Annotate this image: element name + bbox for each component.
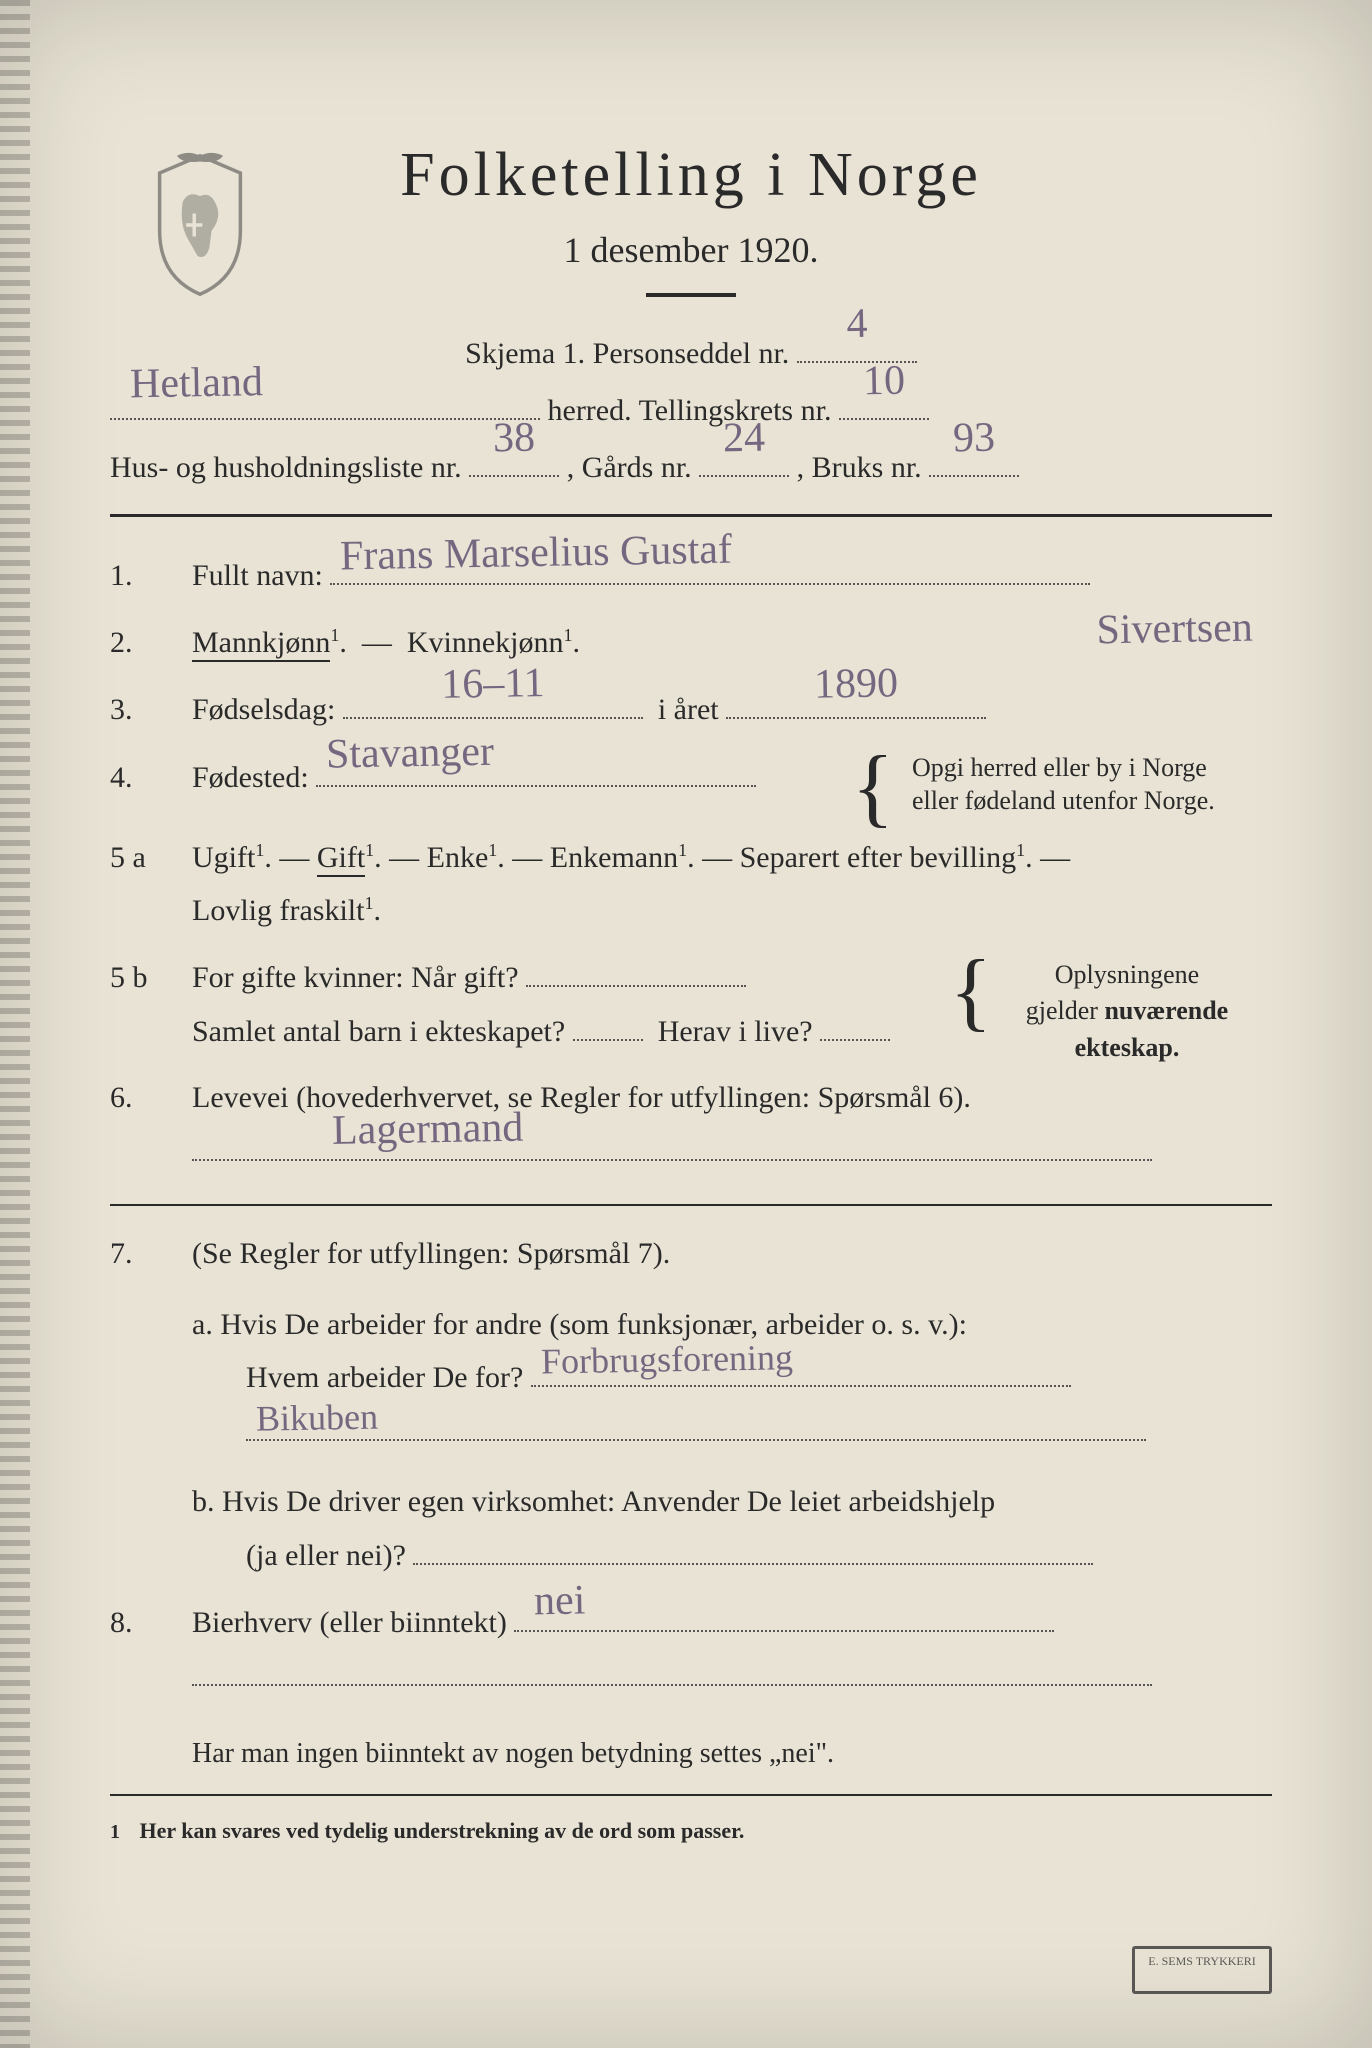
q4-note1: Opgi herred eller by i Norge [912, 751, 1272, 785]
q5a-num: 5 a [110, 841, 174, 875]
q4-value: Stavanger [316, 711, 757, 792]
q5b-row: 5 b For gifte kvinner: Når gift? Samlet … [110, 951, 1272, 1058]
coat-of-arms-icon [140, 150, 260, 300]
gards-label: , Gårds nr. [567, 451, 692, 484]
q3-year-field: 1890 [726, 683, 986, 719]
printer-stamp: E. SEMS TRYKKERI [1132, 1946, 1272, 1994]
bruks-value: 93 [928, 398, 1019, 479]
bottom-note: Har man ingen biinntekt av nogen betydni… [192, 1727, 1272, 1780]
q7a-field2: Bikuben [246, 1405, 1146, 1441]
q8-field2 [192, 1650, 1152, 1686]
q2-num: 2. [110, 626, 174, 660]
bruks-label: , Bruks nr. [797, 451, 922, 484]
q1-value2: Sivertsen [1096, 592, 1253, 608]
q7-num: 7. [110, 1237, 174, 1271]
q4-row: 4. Fødested: Stavanger { Opgi herred ell… [110, 751, 1272, 819]
footnote-text: Her kan svares ved tydelig understreknin… [140, 1818, 745, 1843]
q5b-gift-field [526, 951, 746, 987]
q3-label: Fødselsdag: [192, 693, 335, 726]
q5b-barn-field [573, 1005, 643, 1041]
tellingskrets-value: 10 [838, 341, 929, 422]
herred-line: Hetland herred. Tellingskrets nr. 10 [110, 382, 1272, 439]
q3-day: 16–11 [342, 645, 643, 724]
title-rule [646, 293, 736, 297]
herred-label: herred. Tellingskrets nr. [548, 394, 832, 427]
q1-label: Fullt navn: [192, 559, 323, 592]
q6-value: Lagermand [191, 1081, 1152, 1171]
q5b-label2: Samlet antal barn i ekteskapet? [192, 1015, 565, 1048]
q5a-enke: Enke [427, 841, 489, 874]
q7a: a. Hvis De arbeider for andre (som funks… [192, 1299, 1272, 1459]
mid-divider [110, 1204, 1272, 1206]
q5a-fraskilt: Lovlig fraskilt [192, 894, 364, 927]
husliste-label: Hus- og husholdningsliste nr. [110, 451, 462, 484]
q4-note2: eller fødeland utenfor Norge. [912, 784, 1272, 818]
husliste-field: 38 [469, 441, 559, 477]
q1-row: 1. Fullt navn: Frans Marselius Gustaf Si… [110, 549, 1272, 603]
q4-num: 4. [110, 761, 174, 795]
footer-divider [110, 1794, 1272, 1796]
bruks-field: 93 [929, 441, 1019, 477]
q7-row: 7. (Se Regler for utfyllingen: Spørsmål … [110, 1228, 1272, 1582]
q5b-bracket-icon: { [950, 961, 992, 1023]
q1-num: 1. [110, 559, 174, 593]
q5a-separert: Separert efter bevilling [740, 841, 1017, 874]
q8-field: nei [514, 1596, 1054, 1632]
q6-row: 6. Levevei (hovederhvervet, se Regler fo… [110, 1072, 1272, 1178]
q1-field: Frans Marselius Gustaf [330, 549, 1090, 585]
tellingskrets-field: 10 [839, 384, 929, 420]
q5b-label3: Herav i live? [658, 1015, 813, 1048]
q7b-label: b. Hvis De driver egen virksomhet: Anven… [192, 1485, 995, 1518]
q6-field: Lagermand [192, 1125, 1152, 1161]
q8-label: Bierhverv (eller biinntekt) [192, 1606, 507, 1639]
q3-num: 3. [110, 693, 174, 727]
q5b-label: For gifte kvinner: Når gift? [192, 961, 519, 994]
q4-bracket-icon: { [852, 757, 894, 819]
q5a-row: 5 a Ugift1. — Gift1. — Enke1. — Enkemann… [110, 832, 1272, 937]
document-title: Folketelling i Norge [110, 140, 1272, 211]
binding-edge [0, 0, 30, 2048]
q5a-enkemann: Enkemann [550, 841, 678, 874]
husliste-line: Hus- og husholdningsliste nr. 38 , Gårds… [110, 439, 1272, 496]
q5b-num: 5 b [110, 961, 174, 995]
q8-row: 8. Bierhverv (eller biinntekt) nei [110, 1596, 1272, 1703]
q6-num: 6. [110, 1081, 174, 1115]
footnote: 1 Her kan svares ved tydelig understrekn… [110, 1818, 1272, 1844]
document-header: Folketelling i Norge 1 desember 1920. [110, 140, 1272, 297]
footnote-marker: 1 [110, 1821, 120, 1843]
gards-value: 24 [698, 398, 789, 479]
q5b-live-field [820, 1005, 890, 1041]
q8-num: 8. [110, 1606, 174, 1640]
q4-field: Stavanger [316, 751, 756, 787]
q1-value: Frans Marselius Gustaf [330, 507, 1091, 594]
q5b-note: Oplysningene gjelder nuværende ekteskap. [992, 957, 1262, 1066]
q5a-ugift: Ugift [192, 841, 255, 874]
q3-year: 1890 [726, 645, 987, 723]
q7b-q: (ja eller nei)? [246, 1539, 406, 1572]
q7-label: (Se Regler for utfyllingen: Spørsmål 7). [192, 1237, 670, 1270]
gards-field: 24 [699, 441, 789, 477]
q5a-gift: Gift [317, 841, 365, 877]
q8-value: nei [514, 1556, 1055, 1639]
stamp-text: E. SEMS TRYKKERI [1141, 1954, 1263, 1968]
husliste-value: 38 [468, 398, 559, 479]
q4-label: Fødested: [192, 761, 309, 794]
document-date: 1 desember 1920. [110, 229, 1272, 271]
q2-mann: Mannkjønn [192, 626, 330, 662]
